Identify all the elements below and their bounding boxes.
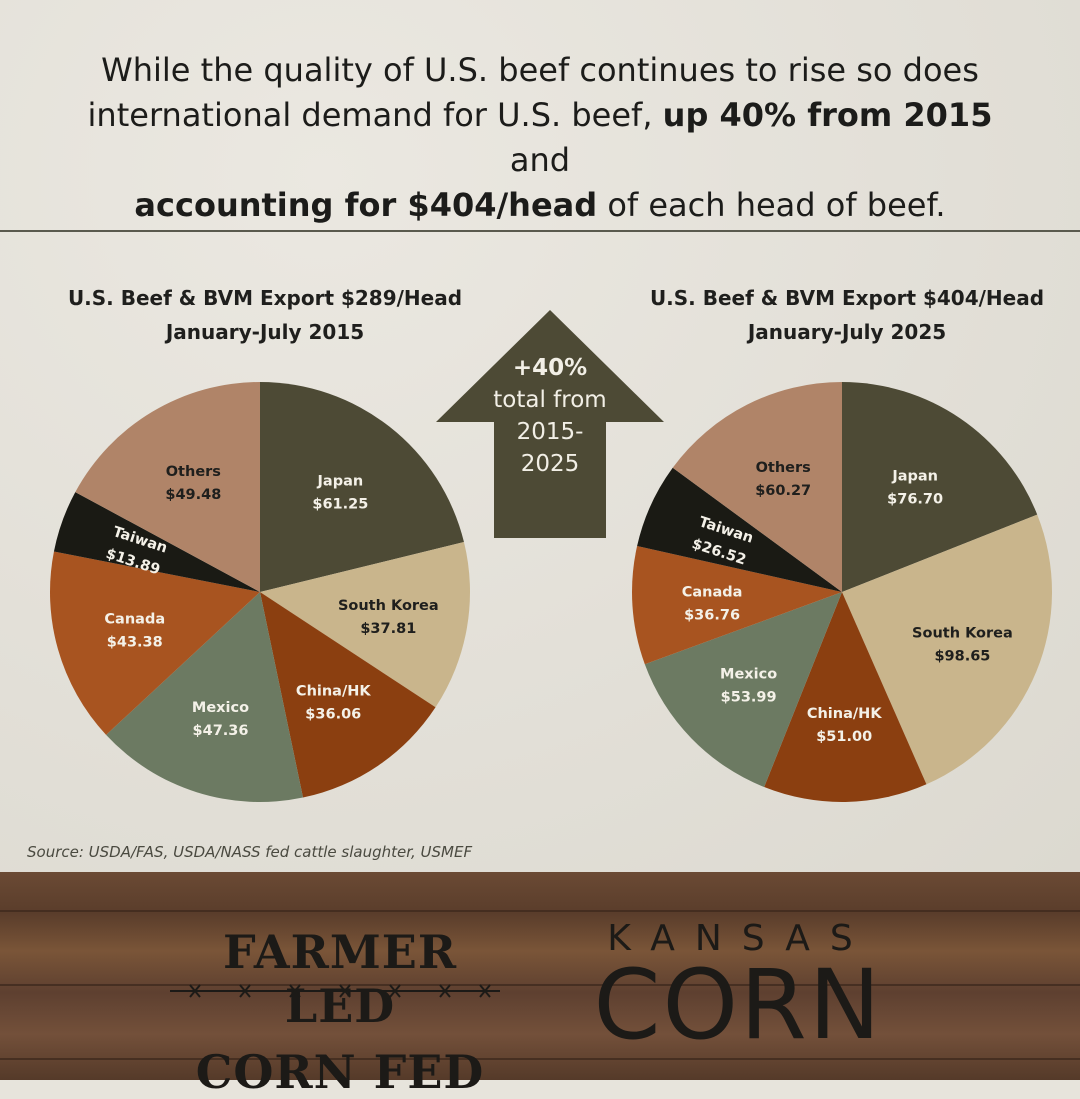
up-arrow-icon [436,310,664,538]
pie-label-japan: Japan $61.25 [312,474,368,513]
pie-label-value-japan: $61.25 [312,497,368,513]
pie-label-value-others: $60.27 [755,483,811,499]
pie-label-value-south-korea: $37.81 [360,621,416,637]
pie-slice-china-hk [260,592,436,798]
pie-label-mexico: Mexico $53.99 [720,667,777,706]
farmer-led-line2: CORN FED [195,1045,485,1099]
pie-label-canada: Canada $36.76 [682,584,743,623]
pie-label-others: Others $49.48 [165,464,221,503]
pie-label-japan: Japan $76.70 [887,468,943,507]
divider-line [0,230,1080,232]
headline-bold-2: accounting for $404/head [134,186,598,224]
chart-title-2015: U.S. Beef & BVM Export $289/Head January… [30,281,500,349]
kansas-corn-logo-word: CORN [593,949,883,1061]
plank-seam [0,984,1080,986]
pie-slice-mexico [644,592,842,788]
headline-text-2: and [509,141,571,179]
pie-label-south-korea: South Korea $98.65 [912,625,1013,664]
pie-slice-south-korea [260,542,470,708]
pie-label-mexico: Mexico $47.36 [192,700,249,739]
pie-label-value-mexico: $47.36 [193,723,249,739]
pie-label-name-others: Others [756,460,811,476]
pie-slice-south-korea [842,514,1052,785]
pie-label-name-others: Others [166,464,221,480]
barbed-wire-icon [170,984,500,998]
pie-label-canada: Canada $43.38 [104,612,165,651]
pie-label-others: Others $60.27 [755,460,811,499]
pie-label-value-mexico: $53.99 [721,690,777,706]
pie-slice-taiwan [53,492,260,592]
pie-label-value-others: $49.48 [165,487,221,503]
pie-label-name-south-korea: South Korea [338,598,439,614]
arrow-label-line4: 2025 [520,451,580,477]
wood-footer [0,872,1080,1080]
pie-label-name-canada: Canada [682,584,743,600]
pie-label-name-mexico: Mexico [192,700,249,716]
headline-text-1: While the quality of U.S. beef continues… [87,51,979,134]
pie-label-value-china-hk: $51.00 [816,729,872,745]
kansas-corn-logo-top: KANSAS [607,918,873,959]
pie-chart-2025: Japan $76.70 South Korea $98.65 China/HK $51.… [632,382,1052,802]
pie-slice-taiwan [637,467,842,592]
arrow-label: +40% total from 2015- 2025 [470,352,630,480]
source-note: Source: USDA/FAS, USDA/NASS fed cattle s… [27,843,473,861]
plank-seam [0,1058,1080,1060]
pie-label-south-korea: South Korea $37.81 [338,598,439,637]
pie-label-name-canada: Canada [104,612,165,628]
pie-label-name-japan: Japan [317,474,364,490]
farmer-led-logo: FARMER LED CORN FED [170,925,510,1099]
farmer-led-line1: FARMER LED [222,925,458,1033]
arrow-label-percent: +40% [512,355,588,381]
pie-label-name-china-hk: China/HK [296,684,371,700]
pie-label-value-canada: $36.76 [684,607,740,623]
pie-label-name-china-hk: China/HK [807,706,882,722]
chart-title-2015-line1: U.S. Beef & BVM Export $289/Head [67,286,463,310]
pie-label-value-south-korea: $98.65 [934,648,990,664]
pie-label-value-china-hk: $36.06 [305,707,361,723]
pie-label-china-hk: China/HK $36.06 [296,684,371,723]
headline-text-3: of each head of beef. [597,186,946,224]
pie-label-name-south-korea: South Korea [912,625,1013,641]
pie-slice-others [75,382,261,592]
arrow-label-line2: total from [493,387,607,413]
headline: While the quality of U.S. beef continues… [60,48,1020,228]
pie-slice-canada [632,546,842,665]
chart-title-2015-line2: January-July 2015 [165,320,365,344]
pie-slice-japan [842,382,1038,592]
pie-slice-canada [49,551,261,735]
pie-slice-mexico [106,592,304,802]
pie-label-china-hk: China/HK $51.00 [807,706,882,745]
pie-slice-china-hk [764,592,927,802]
pie-label-value-japan: $76.70 [887,491,943,507]
arrow-label-line3: 2015- [516,419,584,445]
pie-slice-japan [260,382,464,592]
pie-label-name-mexico: Mexico [720,667,777,683]
chart-title-2025: U.S. Beef & BVM Export $404/Head January… [612,281,1080,349]
pie-chart-2015: Japan $61.25 South Korea $37.81 China/HK $36.… [49,382,470,802]
pie-label-name-japan: Japan [891,468,938,484]
chart-title-2025-line2: January-July 2025 [747,320,947,344]
headline-bold-1: up 40% from 2015 [662,96,993,134]
pie-label-value-canada: $43.38 [107,635,163,651]
chart-title-2025-line1: U.S. Beef & BVM Export $404/Head [649,286,1045,310]
pie-slice-others [672,382,842,592]
plank-seam [0,910,1080,912]
